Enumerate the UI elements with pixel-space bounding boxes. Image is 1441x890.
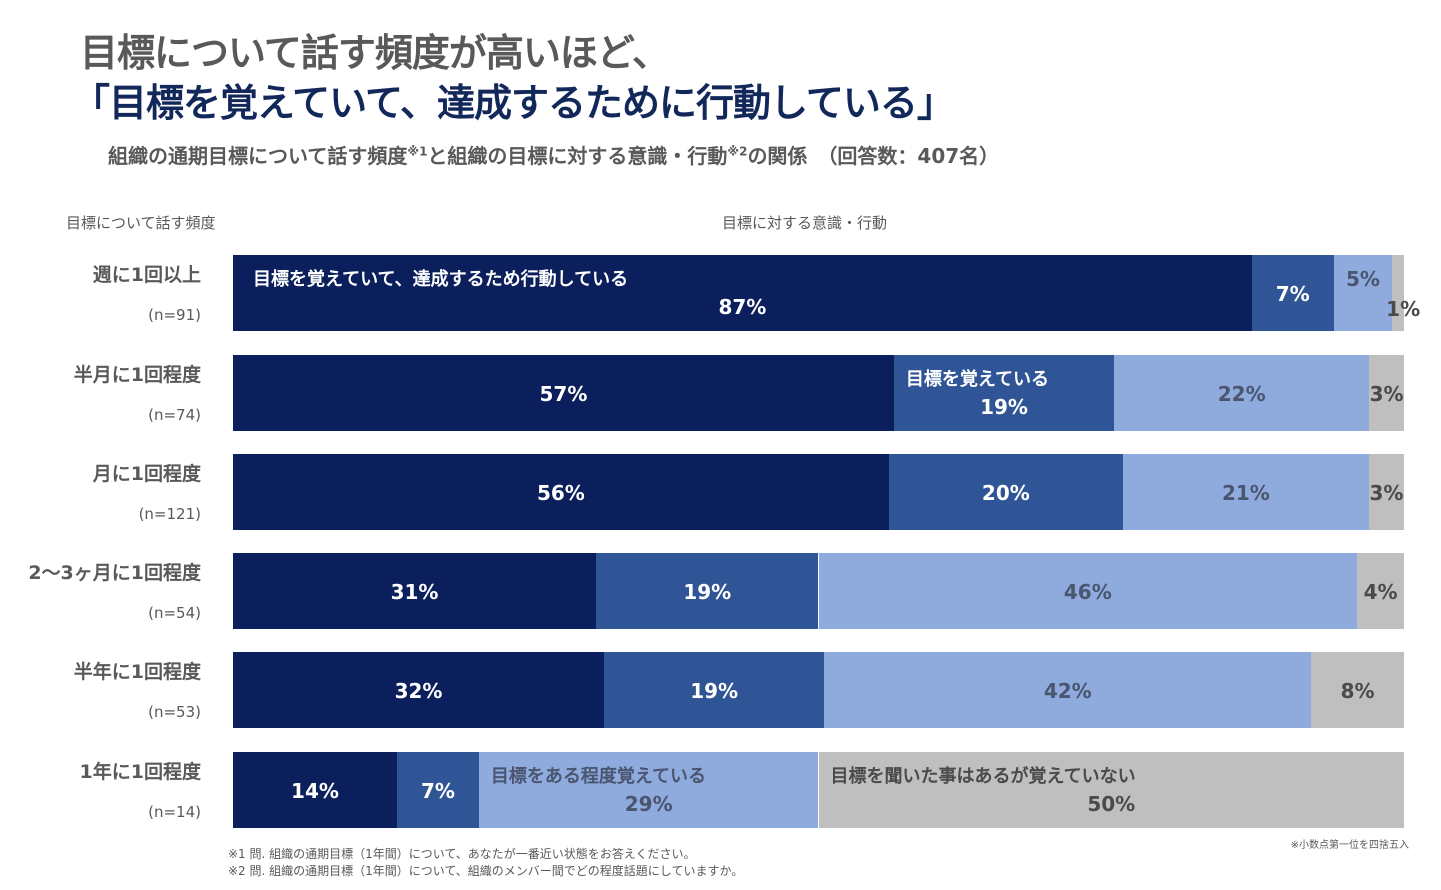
bar-segment [1368,454,1404,530]
sample-size-label: (n=14) [148,803,201,821]
value-label: 32% [394,679,443,703]
value-label: 87% [718,295,767,319]
footnote-1: ※1 問. 組織の通期目標（1年間）について、あなたが一番近い状態をお答えくださ… [228,847,696,861]
bar-segment [233,652,604,728]
category-label: 半月に1回程度 [73,364,201,386]
value-label: 7% [1275,282,1310,306]
bar-segment [233,355,894,431]
sample-size-label: (n=74) [148,406,201,424]
series-name-label: 目標を覚えている [905,369,1049,390]
bar-segment [233,553,596,629]
bar-segment [1114,355,1370,431]
title-line2: 「目標を覚えていて、達成するために行動している」 [72,81,955,125]
bar-segment [1369,355,1404,431]
bar-segment [824,652,1312,728]
footnote-ref: ※2 [727,144,748,159]
bar-segment [1333,255,1393,331]
value-label: 20% [981,481,1030,505]
bar-segment [233,752,397,828]
subtitle-part: の関係 （回答数：407名） [747,144,1000,168]
footnote-ref: ※1 [407,144,428,159]
bar-segment [1392,255,1404,331]
value-label: 4% [1363,580,1398,604]
category-label: 月に1回程度 [92,463,201,485]
value-label: 14% [291,779,339,803]
category-label: 半年に1回程度 [73,661,201,683]
value-label: 50% [1087,792,1136,816]
y-axis-label: 目標について話す頻度 [66,214,216,232]
rounding-note: ※小数点第一位を四捨五入 [1290,840,1409,851]
series-name-label: 目標を聞いた事はあるが覚えていない [830,766,1136,787]
bar-segment [596,553,819,629]
value-label: 3% [1369,481,1404,505]
category-label: 週に1回以上 [92,264,201,286]
subtitle: 組織の通期目標について話す頻度※1と組織の目標に対する意識・行動※2の関係 （回… [108,140,999,169]
bar-segment [893,355,1115,431]
category-label: 1年に1回程度 [79,761,201,783]
value-label: 46% [1063,580,1112,604]
footnote-2: ※2 問. 組織の通期目標（1年間）について、組織のメンバー間でどの程度話題にし… [228,864,744,878]
bar-segment [396,752,479,828]
bar-segment [1122,454,1369,530]
value-label: 1% [1386,297,1421,321]
subtitle-part: 組織の通期目標について話す頻度 [108,144,408,168]
bar-segment [604,652,825,728]
sample-size-label: (n=54) [148,604,201,622]
bar-segment [1311,652,1404,728]
bar-segment [1357,553,1404,629]
value-label: 42% [1043,679,1092,703]
bar-segment [478,752,819,828]
value-label: 19% [980,395,1028,419]
sample-size-label: (n=121) [138,505,201,523]
value-label: 31% [390,580,439,604]
value-label: 19% [690,679,739,703]
value-label: 29% [624,792,673,816]
subtitle-part: と組織の目標に対する意識・行動 [427,144,728,168]
bar-segment [233,454,889,530]
series-name-label: 目標をある程度覚えている [490,766,707,787]
x-axis-label: 目標に対する意識・行動 [722,214,888,232]
value-label: 7% [420,779,455,803]
value-label: 5% [1346,267,1380,291]
value-label: 57% [539,382,588,406]
bar-segment [1251,255,1334,331]
bar-segment [818,752,1404,828]
value-label: 22% [1217,382,1266,406]
category-label: 2～3ヶ月に1回程度 [28,562,201,584]
sample-size-label: (n=91) [148,306,201,324]
value-label: 21% [1221,481,1270,505]
value-label: 8% [1340,679,1375,703]
bar-segment [818,553,1358,629]
value-label: 19% [683,580,732,604]
value-label: 3% [1369,382,1404,406]
bar-segment [888,454,1123,530]
bar-segment [233,255,1252,331]
sample-size-label: (n=53) [148,703,201,721]
title-line1: 目標について話す頻度が高いほど、 [80,31,670,75]
series-name-label: 目標を覚えていて、達成するため行動している [253,269,629,290]
value-label: 56% [536,481,585,505]
